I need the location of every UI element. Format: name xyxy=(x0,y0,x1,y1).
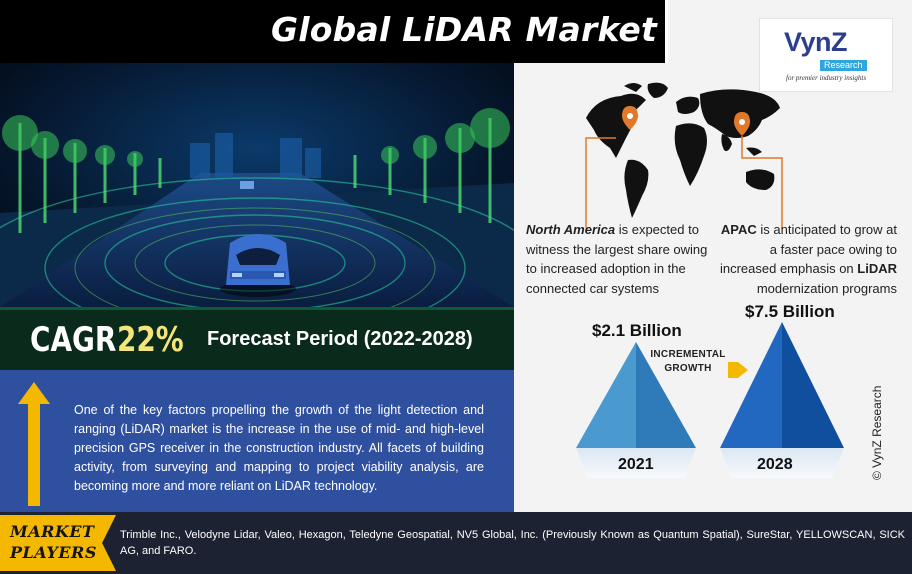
growth-arrow-icon xyxy=(728,362,748,378)
apac-highlight: LiDAR xyxy=(857,261,897,276)
info-panel: One of the key factors propelling the gr… xyxy=(0,370,514,512)
copyright: © VynZ Research xyxy=(870,385,884,480)
vynz-logo: VynZ Research for premier industry insig… xyxy=(759,18,893,92)
incremental-label-line1: INCREMENTAL xyxy=(650,349,726,360)
apac-label: APAC xyxy=(720,222,757,237)
growth-pyramids xyxy=(576,322,844,478)
page-title: Global LiDAR Market xyxy=(270,10,657,49)
apac-text-after: modernization programs xyxy=(756,280,897,296)
value-2021: $2.1 Billion xyxy=(592,321,682,340)
market-players-label: MARKET PLAYERS xyxy=(10,521,97,563)
market-players-bar xyxy=(0,512,912,574)
pyramid-2028 xyxy=(720,322,844,478)
logo-badge: Research xyxy=(820,60,867,71)
up-arrow-icon xyxy=(18,382,50,506)
pyramid-2021 xyxy=(576,342,696,478)
forecast-period: Forecast Period (2022-2028) xyxy=(207,328,473,350)
incremental-growth-label: INCREMENTAL GROWTH xyxy=(646,348,730,376)
logo-tagline: for premier industry insights xyxy=(786,74,867,82)
cagr-bar: CAGR 22% Forecast Period (2022-2028) xyxy=(0,307,514,370)
incremental-label-line2: GROWTH xyxy=(664,363,712,374)
cagr-value: 22% xyxy=(117,320,184,360)
players-label-line2: PLAYERS xyxy=(10,543,97,562)
north-america-label: North America xyxy=(526,222,616,237)
apac-text-before: is anticipated to grow at a faster pace … xyxy=(719,222,897,276)
title-bar: Global LiDAR Market xyxy=(0,0,665,63)
location-pin-icon xyxy=(734,112,750,136)
market-description: One of the key factors propelling the gr… xyxy=(74,403,484,493)
logo-name: VynZ xyxy=(784,27,848,57)
players-label-line1: MARKET xyxy=(10,522,95,541)
lidar-scene-image xyxy=(0,63,514,307)
year-2028: 2028 xyxy=(757,456,793,473)
market-players-tag: MARKET PLAYERS xyxy=(0,515,116,571)
location-pin-icon xyxy=(622,106,638,130)
value-2028: $7.5 Billion xyxy=(745,302,835,321)
market-players-list: Trimble Inc., Velodyne Lidar, Valeo, Hex… xyxy=(120,529,905,557)
title-accent xyxy=(665,0,668,63)
apac-note: APAC is anticipated to grow at a faster … xyxy=(715,220,897,298)
cagr-label: CAGR xyxy=(30,320,117,360)
north-america-note: North America is expected to witness the… xyxy=(526,220,716,298)
year-2021: 2021 xyxy=(618,456,654,473)
world-map-icon xyxy=(585,82,783,228)
north-america-text: is expected to witness the largest share… xyxy=(526,222,708,296)
